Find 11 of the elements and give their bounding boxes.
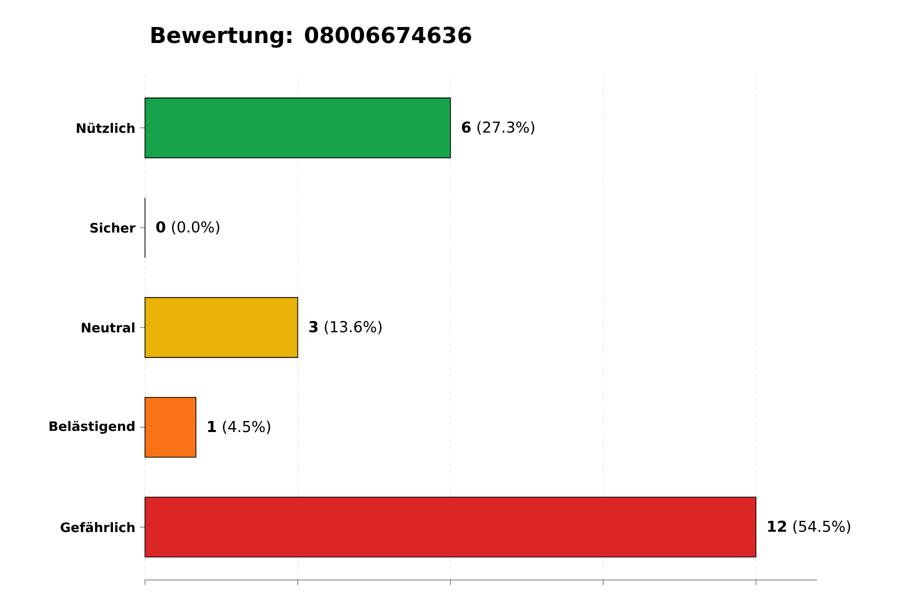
data-label: 12 (54.5%) [768, 520, 850, 534]
y-tick-label: Neutral [82, 322, 134, 333]
data-label: 1 (4.5%) [208, 420, 270, 434]
y-tick-label: Nützlich [76, 122, 134, 134]
data-label: 3 (13.6%) [309, 320, 382, 334]
y-tick-label: Sicher [90, 222, 136, 233]
chart-title: Bewertung: 08006674636 [152, 26, 472, 48]
y-tick-label: Belästigend [50, 420, 134, 434]
data-label: 0 (0.0%) [156, 221, 220, 234]
data-label: 6 (27.3%) [462, 121, 534, 135]
y-tick-label: Gefährlich [60, 522, 134, 532]
